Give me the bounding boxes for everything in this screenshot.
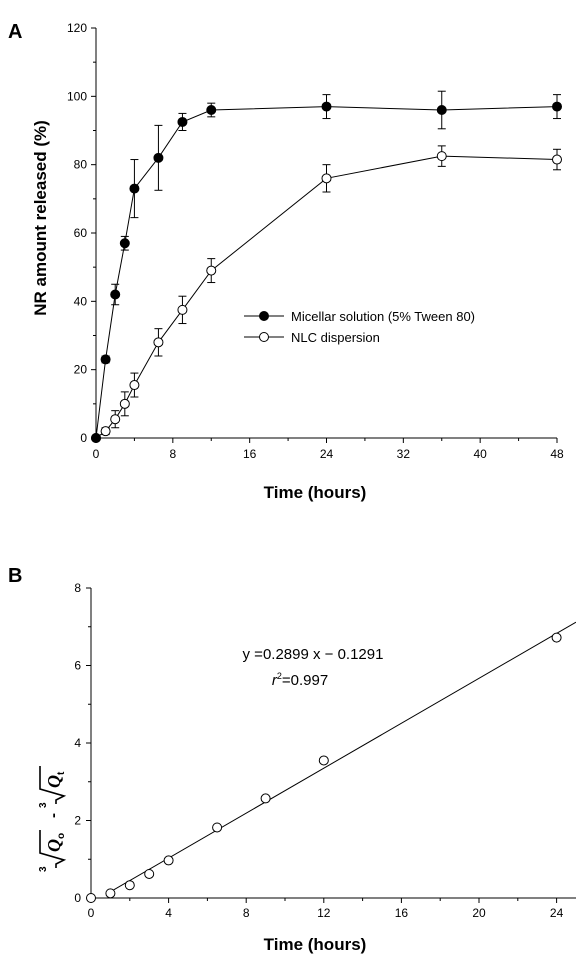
y-tick-label-b: 2 bbox=[74, 814, 81, 828]
data-point bbox=[119, 238, 130, 249]
x-tick-label-a: 16 bbox=[243, 447, 257, 461]
data-point bbox=[212, 822, 223, 833]
x-tick-label-b: 0 bbox=[88, 906, 95, 920]
y-tick-label-a: 80 bbox=[74, 158, 88, 172]
x-tick-label-a: 8 bbox=[169, 447, 176, 461]
data-point bbox=[177, 304, 188, 315]
x-tick-label-a: 40 bbox=[473, 447, 487, 461]
y-tick-label-b: 8 bbox=[74, 581, 81, 595]
x-tick-label-b: 20 bbox=[472, 906, 486, 920]
y-tick-label-a: 60 bbox=[74, 226, 88, 240]
r-value: =0.997 bbox=[282, 672, 328, 689]
legend-label: Micellar solution (5% Tween 80) bbox=[291, 309, 475, 324]
x-tick-label-b: 16 bbox=[395, 906, 409, 920]
panel-label-a: A bbox=[8, 21, 22, 43]
series-line bbox=[95, 106, 558, 439]
q0-symbol: Q bbox=[44, 839, 64, 852]
data-point bbox=[91, 433, 101, 443]
r-symbol: r bbox=[272, 672, 278, 689]
y-axis-title-b: 3 Q o - 3 Q t bbox=[38, 766, 67, 872]
y-axis-title-a: NR amount released (%) bbox=[31, 120, 50, 316]
x-tick-label-b: 8 bbox=[243, 906, 250, 920]
data-point bbox=[129, 380, 140, 391]
legend-marker bbox=[259, 311, 269, 321]
x-tick-label-b: 4 bbox=[165, 906, 172, 920]
qt-subscript: t bbox=[56, 771, 67, 775]
data-point bbox=[552, 154, 562, 165]
y-tick-label-b: 6 bbox=[74, 659, 81, 673]
plot-area-a: 0 20 40 60 80 100 120 0 8 16 24 32 40 48 Micellar solu… bbox=[67, 21, 564, 461]
data-point bbox=[436, 151, 447, 162]
data-point bbox=[321, 173, 332, 184]
data-point bbox=[436, 105, 447, 115]
data-point bbox=[153, 152, 164, 163]
radical-1-icon bbox=[39, 830, 67, 868]
minus-sign: - bbox=[45, 813, 62, 818]
data-point bbox=[110, 414, 121, 425]
y-tick-label-a: 100 bbox=[67, 89, 87, 103]
x-axis-title-b: Time (hours) bbox=[264, 935, 367, 954]
radical-2-icon bbox=[39, 766, 67, 804]
x-tick-label-b: 12 bbox=[317, 906, 331, 920]
data-point bbox=[144, 868, 155, 879]
data-point bbox=[124, 880, 135, 891]
x-tick-label-a: 24 bbox=[320, 447, 334, 461]
r-squared-annotation: r2=0.997 bbox=[272, 671, 328, 689]
data-point bbox=[100, 426, 111, 437]
y-tick-label-b: 0 bbox=[74, 891, 81, 905]
q0-subscript: o bbox=[56, 833, 67, 839]
data-point bbox=[177, 116, 188, 127]
data-point bbox=[163, 855, 174, 866]
qt-symbol: Q bbox=[44, 775, 64, 788]
cube-index-2: 3 bbox=[38, 802, 49, 808]
data-point bbox=[110, 289, 121, 300]
x-axis-title-a: Time (hours) bbox=[264, 483, 367, 502]
data-point bbox=[105, 888, 116, 899]
y-tick-label-a: 40 bbox=[74, 294, 88, 308]
data-point bbox=[86, 893, 96, 903]
x-tick-label-a: 48 bbox=[550, 447, 564, 461]
data-point bbox=[129, 183, 140, 194]
y-tick-label-a: 20 bbox=[74, 363, 88, 377]
data-point bbox=[119, 398, 130, 409]
series-line bbox=[95, 155, 558, 439]
data-point bbox=[552, 101, 562, 112]
legend-label: NLC dispersion bbox=[291, 330, 380, 345]
y-tick-label-a: 0 bbox=[80, 431, 87, 445]
r-exponent: 2 bbox=[277, 671, 282, 681]
data-point bbox=[551, 632, 562, 643]
data-point bbox=[100, 354, 111, 365]
x-tick-label-a: 0 bbox=[93, 447, 100, 461]
y-tick-label-a: 120 bbox=[67, 21, 87, 35]
data-point bbox=[206, 265, 217, 276]
x-tick-label-b: 24 bbox=[550, 906, 564, 920]
legend-marker bbox=[259, 332, 269, 342]
fit-line bbox=[110, 621, 576, 893]
data-point bbox=[321, 101, 332, 112]
fit-equation: y =0.2899 x − 0.1291 bbox=[243, 646, 384, 663]
data-point bbox=[206, 105, 217, 115]
data-point bbox=[153, 337, 164, 348]
data-point bbox=[318, 755, 329, 766]
data-point bbox=[260, 793, 271, 804]
cube-index-1: 3 bbox=[38, 866, 49, 872]
y-tick-label-b: 4 bbox=[74, 736, 81, 750]
x-tick-label-a: 32 bbox=[397, 447, 411, 461]
panel-label-b: B bbox=[8, 565, 22, 587]
